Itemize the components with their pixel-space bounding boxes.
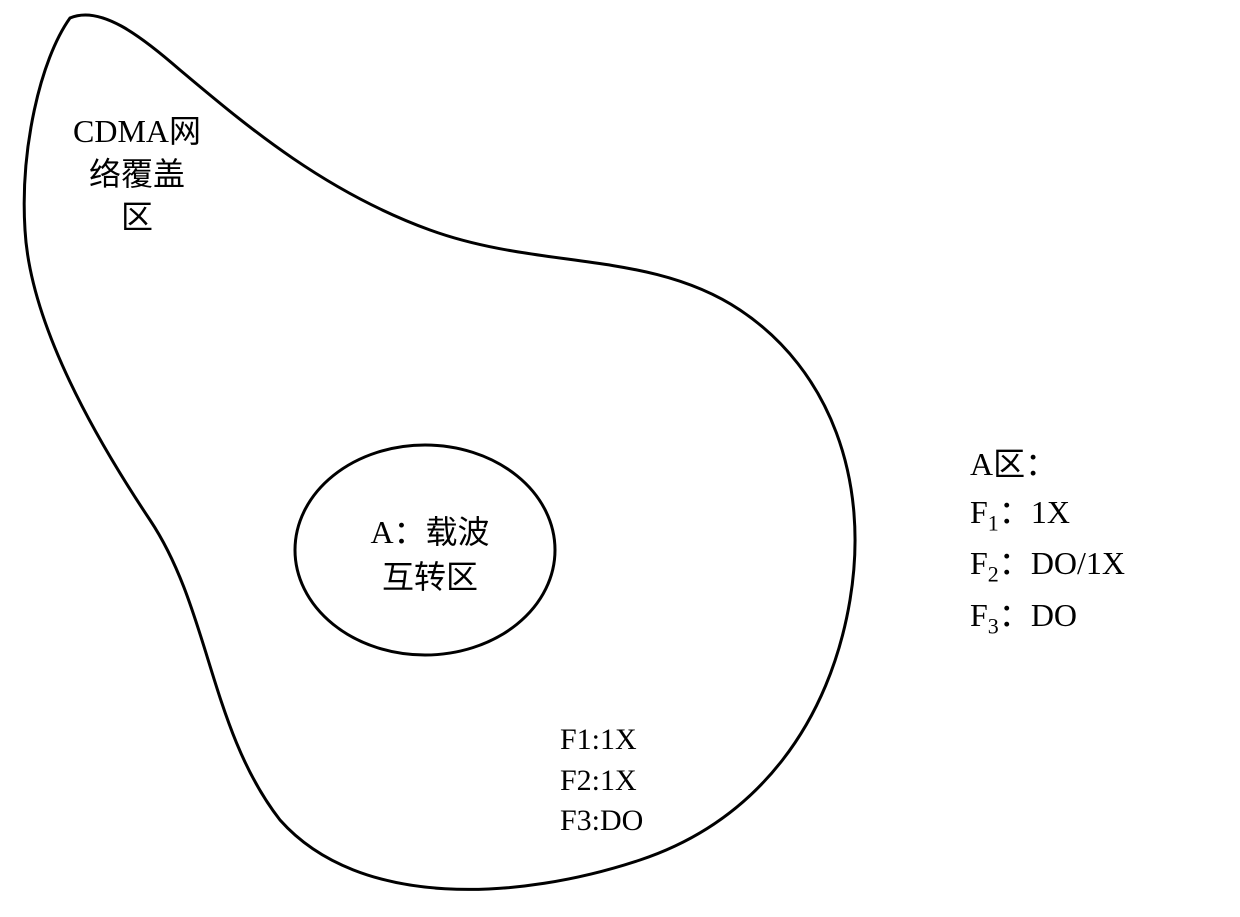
inner-ellipse-label: A：载波 互转区 <box>345 510 515 600</box>
legend-sub: 1 <box>988 510 999 535</box>
legend-block: A区： F1：1X F2：DO/1X F3：DO <box>970 440 1125 642</box>
legend-prefix: F <box>970 494 988 530</box>
freq-f2: F2:1X <box>560 761 643 802</box>
legend-row-3: F3：DO <box>970 591 1125 642</box>
legend-sep: ： <box>999 494 1031 530</box>
outer-label-line3: 区 <box>62 196 212 239</box>
legend-sep: ： <box>999 545 1031 581</box>
legend-title: A区： <box>970 440 1125 488</box>
legend-sub: 2 <box>988 562 999 587</box>
outer-label-line2: 络覆盖 <box>62 153 212 196</box>
legend-val: 1X <box>1031 494 1070 530</box>
legend-sub: 3 <box>988 613 999 638</box>
legend-sep: ： <box>999 597 1031 633</box>
freq-f1: F1:1X <box>560 720 643 761</box>
outer-label-line1: CDMA网 <box>62 110 212 153</box>
legend-row-2: F2：DO/1X <box>970 539 1125 590</box>
legend-prefix: F <box>970 597 988 633</box>
freq-f3: F3:DO <box>560 801 643 842</box>
legend-row-1: F1：1X <box>970 488 1125 539</box>
legend-prefix: F <box>970 545 988 581</box>
outer-region-label: CDMA网 络覆盖 区 <box>62 110 212 240</box>
ellipse-label-line1: A：载波 <box>345 510 515 555</box>
legend-val: DO/1X <box>1031 545 1125 581</box>
outer-region-frequency-list: F1:1X F2:1X F3:DO <box>560 720 643 842</box>
ellipse-label-line2: 互转区 <box>345 555 515 600</box>
legend-val: DO <box>1031 597 1077 633</box>
